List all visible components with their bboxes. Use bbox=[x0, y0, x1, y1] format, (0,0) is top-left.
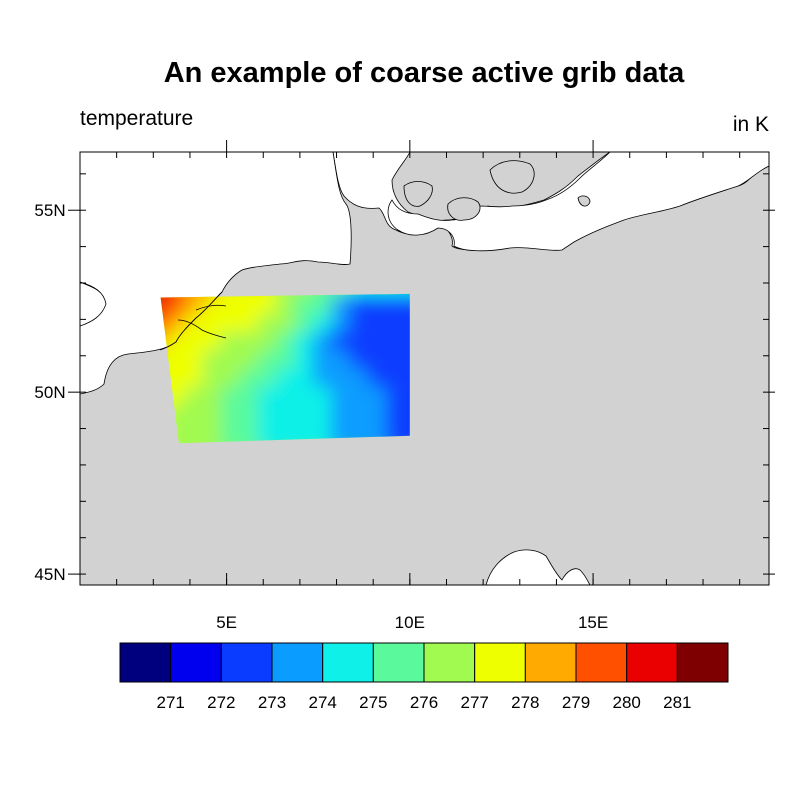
x-tick-label: 5E bbox=[216, 613, 237, 632]
colorbar-labels: 271 272 273 274 275 276 277 278 279 280 281 bbox=[157, 693, 692, 712]
colorbar-label: 281 bbox=[663, 693, 691, 712]
colorbar-box bbox=[119, 642, 172, 683]
colorbar-box bbox=[676, 642, 729, 683]
colorbar-box bbox=[322, 642, 374, 683]
colorbar-label: 280 bbox=[613, 693, 641, 712]
right-string: in K bbox=[733, 113, 769, 136]
colorbar-box bbox=[626, 642, 678, 683]
colorbar-boxes bbox=[119, 642, 729, 683]
mediterranean-sea bbox=[485, 549, 591, 585]
y-tick-label: 55N bbox=[34, 201, 65, 220]
colorbar-box bbox=[423, 642, 476, 683]
x-tick-label: 10E bbox=[395, 613, 425, 632]
baltic-sea bbox=[387, 152, 769, 252]
colorbar-box bbox=[575, 642, 628, 683]
netherlands-inlet bbox=[177, 319, 227, 339]
colorbar-box bbox=[524, 642, 577, 683]
colorbar-box bbox=[372, 642, 425, 683]
danish-island bbox=[403, 181, 433, 207]
rhine-delta bbox=[195, 304, 227, 311]
colorbar-label: 272 bbox=[207, 693, 235, 712]
colorbar-box bbox=[474, 642, 526, 683]
colorbar-label: 271 bbox=[157, 693, 185, 712]
colorbar-label: 275 bbox=[359, 693, 387, 712]
colorbar-label: 279 bbox=[562, 693, 590, 712]
colorbar: 271 272 273 274 275 276 277 278 279 280 281 bbox=[119, 642, 729, 712]
colorbar-label: 274 bbox=[309, 693, 337, 712]
data-coastline bbox=[159, 291, 223, 351]
map-panel: 5E 10E 15E 45N 50N 55N bbox=[34, 140, 775, 632]
colorbar-label: 273 bbox=[258, 693, 286, 712]
y-tick-label: 50N bbox=[34, 383, 65, 402]
left-string: temperature bbox=[80, 107, 193, 130]
sweden-coast bbox=[489, 160, 535, 194]
colorbar-box bbox=[220, 642, 273, 683]
colorbar-box bbox=[170, 642, 222, 683]
axis-ticks bbox=[68, 140, 775, 585]
colorbar-label: 276 bbox=[410, 693, 438, 712]
plot-frame bbox=[79, 151, 770, 586]
field-cell bbox=[386, 404, 410, 444]
colorbar-label: 277 bbox=[461, 693, 489, 712]
zealand-island bbox=[447, 197, 481, 221]
temperature-field bbox=[159, 291, 410, 444]
axis-labels: 5E 10E 15E 45N 50N 55N bbox=[34, 201, 608, 632]
y-tick-label: 45N bbox=[34, 565, 65, 584]
colorbar-label: 278 bbox=[511, 693, 539, 712]
map-title: An example of coarse active grib data bbox=[164, 57, 685, 89]
x-tick-label: 15E bbox=[578, 613, 608, 632]
colorbar-box bbox=[271, 642, 324, 683]
field-cells bbox=[160, 293, 410, 444]
bornholm-island bbox=[577, 195, 591, 207]
